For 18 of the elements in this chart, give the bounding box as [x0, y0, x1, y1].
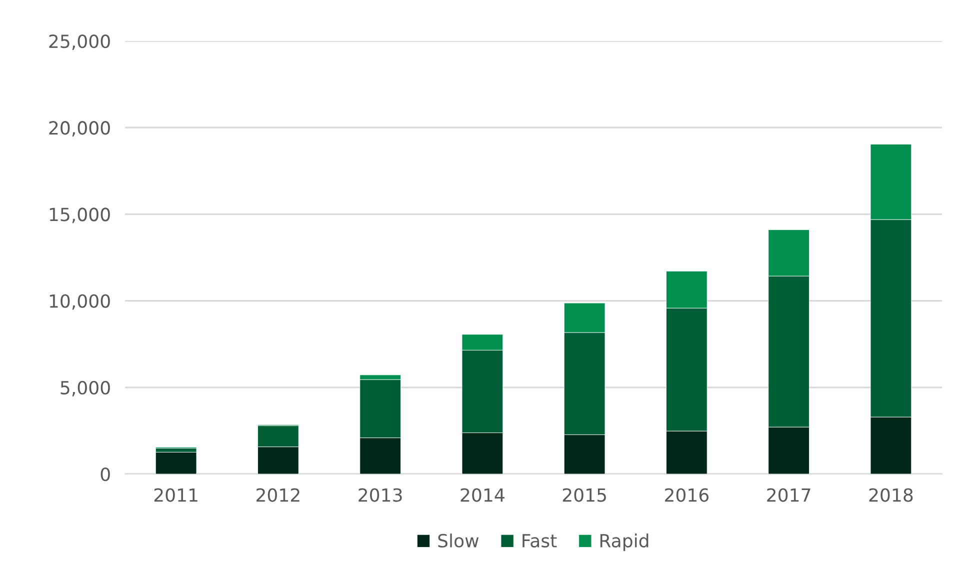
- legend-label: Fast: [522, 534, 557, 548]
- x-tick-label: 2018: [869, 488, 913, 502]
- y-tick-label: 10,000: [50, 294, 110, 310]
- x-tick-label: 2014: [460, 488, 504, 502]
- x-tick-label: 2015: [562, 488, 606, 502]
- x-tick-label: 2013: [358, 488, 402, 502]
- y-tick-label: 15,000: [50, 208, 110, 224]
- x-tick-label: 2011: [154, 488, 198, 502]
- x-tick-label: 2017: [767, 488, 810, 502]
- bar: [155, 452, 197, 474]
- legend-label: Slow: [438, 534, 479, 548]
- y-tick-label: 0: [100, 467, 110, 482]
- x-tick-label: 2016: [665, 488, 709, 502]
- y-tick-label: 20,000: [49, 121, 110, 137]
- x-tick-label: 2012: [256, 488, 300, 502]
- legend-label: Rapid: [600, 534, 648, 552]
- y-tick-label: 5,000: [60, 380, 110, 396]
- y-tick-label: 25,000: [49, 34, 110, 50]
